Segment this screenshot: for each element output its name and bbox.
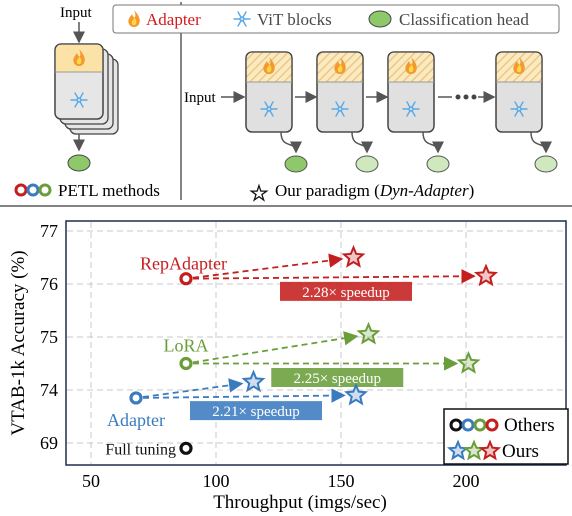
y-tick-label: 74	[40, 380, 58, 400]
ours-star-point	[456, 350, 481, 374]
speedup-badge	[190, 401, 322, 421]
speedup-arrow	[192, 269, 476, 284]
legend-label: Ours	[502, 441, 539, 462]
dyn-adapter-panel: Input ★ Our paradigm (Dyn-Adapter)	[184, 51, 558, 206]
series-lora: LoRA 2.25× speedup	[164, 321, 481, 387]
classification-head-oval	[534, 155, 558, 173]
vit-block-4	[495, 51, 558, 173]
speedup-label: 2.28× speedup	[302, 285, 390, 301]
y-tick-label: 69	[40, 433, 58, 453]
speedup-arrow	[142, 388, 346, 403]
baseline-point	[179, 272, 193, 286]
classification-head-oval	[355, 155, 379, 173]
vit-block-1	[245, 51, 308, 173]
baseline-point	[179, 441, 193, 455]
classification-head-oval	[426, 155, 450, 173]
left-caption: PETL methods	[58, 181, 160, 200]
speedup-arrow	[142, 378, 244, 398]
head-arrow	[351, 131, 373, 154]
head-arrow	[422, 131, 444, 154]
legend-circle-marker	[461, 418, 475, 432]
baseline-point	[129, 391, 143, 405]
petl-panel: Input PETL methods	[14, 5, 160, 200]
petl-dot-blue	[26, 183, 40, 197]
method-label: RepAdapter	[140, 254, 227, 274]
ours-star-point	[344, 382, 368, 406]
series-adapter: Adapter 2.21× speedup	[107, 369, 368, 430]
speedup-label: 2.25× speedup	[293, 371, 381, 387]
speedup-badge	[271, 368, 404, 387]
head-arrow	[280, 131, 302, 154]
ours-star-point	[474, 263, 498, 287]
x-axis-label: Throughput (imgs/sec)	[213, 492, 387, 513]
baseline-point	[179, 356, 193, 371]
legend-circle-marker	[473, 418, 487, 432]
star-icon: ★	[250, 183, 268, 205]
petl-dot-red	[14, 183, 28, 197]
petl-head-oval	[67, 154, 91, 172]
left-input-label: Input	[60, 5, 92, 21]
x-tick-label: 200	[453, 471, 480, 491]
x-tick-label: 100	[203, 471, 230, 491]
method-label: LoRA	[164, 336, 209, 356]
series-full-tuning: Full tuning	[105, 441, 193, 458]
ours-star-point	[356, 321, 381, 345]
speedup-arrow	[192, 253, 344, 279]
legend-label: Others	[504, 415, 555, 436]
chart-legend: Others Ours	[443, 408, 569, 465]
legend-vit-label: ViT blocks	[257, 10, 332, 29]
legend-adapter-label: Adapter	[146, 10, 201, 29]
y-tick-label: 75	[40, 327, 58, 347]
speedup-label: 2.21× speedup	[212, 404, 300, 420]
classification-head-oval	[284, 155, 308, 173]
ours-star-point	[241, 369, 266, 393]
speedup-badge	[280, 281, 412, 301]
green-oval-icon	[368, 10, 392, 28]
legend-star-marker	[478, 439, 502, 461]
petl-dot-green	[38, 183, 52, 197]
right-input-label: Input	[184, 90, 216, 106]
diagram-legend: Adapter ViT blocks Classification head	[112, 4, 560, 34]
right-caption: Our paradigm (Dyn-Adapter)	[275, 181, 474, 200]
y-tick-label: 77	[40, 221, 58, 241]
vit-block-2	[316, 51, 379, 173]
ours-star-point	[341, 244, 366, 268]
legend-circle-marker	[485, 418, 499, 432]
method-diagram: Adapter ViT blocks Classification head I…	[0, 2, 572, 207]
legend-head-label: Classification head	[399, 10, 529, 29]
legend-circle-marker	[449, 418, 463, 432]
x-tick-label: 50	[82, 471, 100, 491]
series-repadapter: RepAdapter 2.28× speedup	[140, 244, 498, 301]
throughput-accuracy-chart: 50 100 150 200 69 74 75 76 77 Throughput (imgs/…	[8, 220, 569, 513]
method-label: Adapter	[107, 410, 165, 430]
head-arrow	[530, 131, 552, 154]
method-label: Full tuning	[105, 441, 176, 458]
speedup-arrow	[192, 331, 359, 364]
vit-block-3	[387, 51, 450, 173]
x-tick-label: 150	[328, 471, 355, 491]
y-axis-label: VTAB-1k Accuracy (%)	[8, 250, 29, 435]
y-tick-label: 76	[40, 274, 58, 294]
